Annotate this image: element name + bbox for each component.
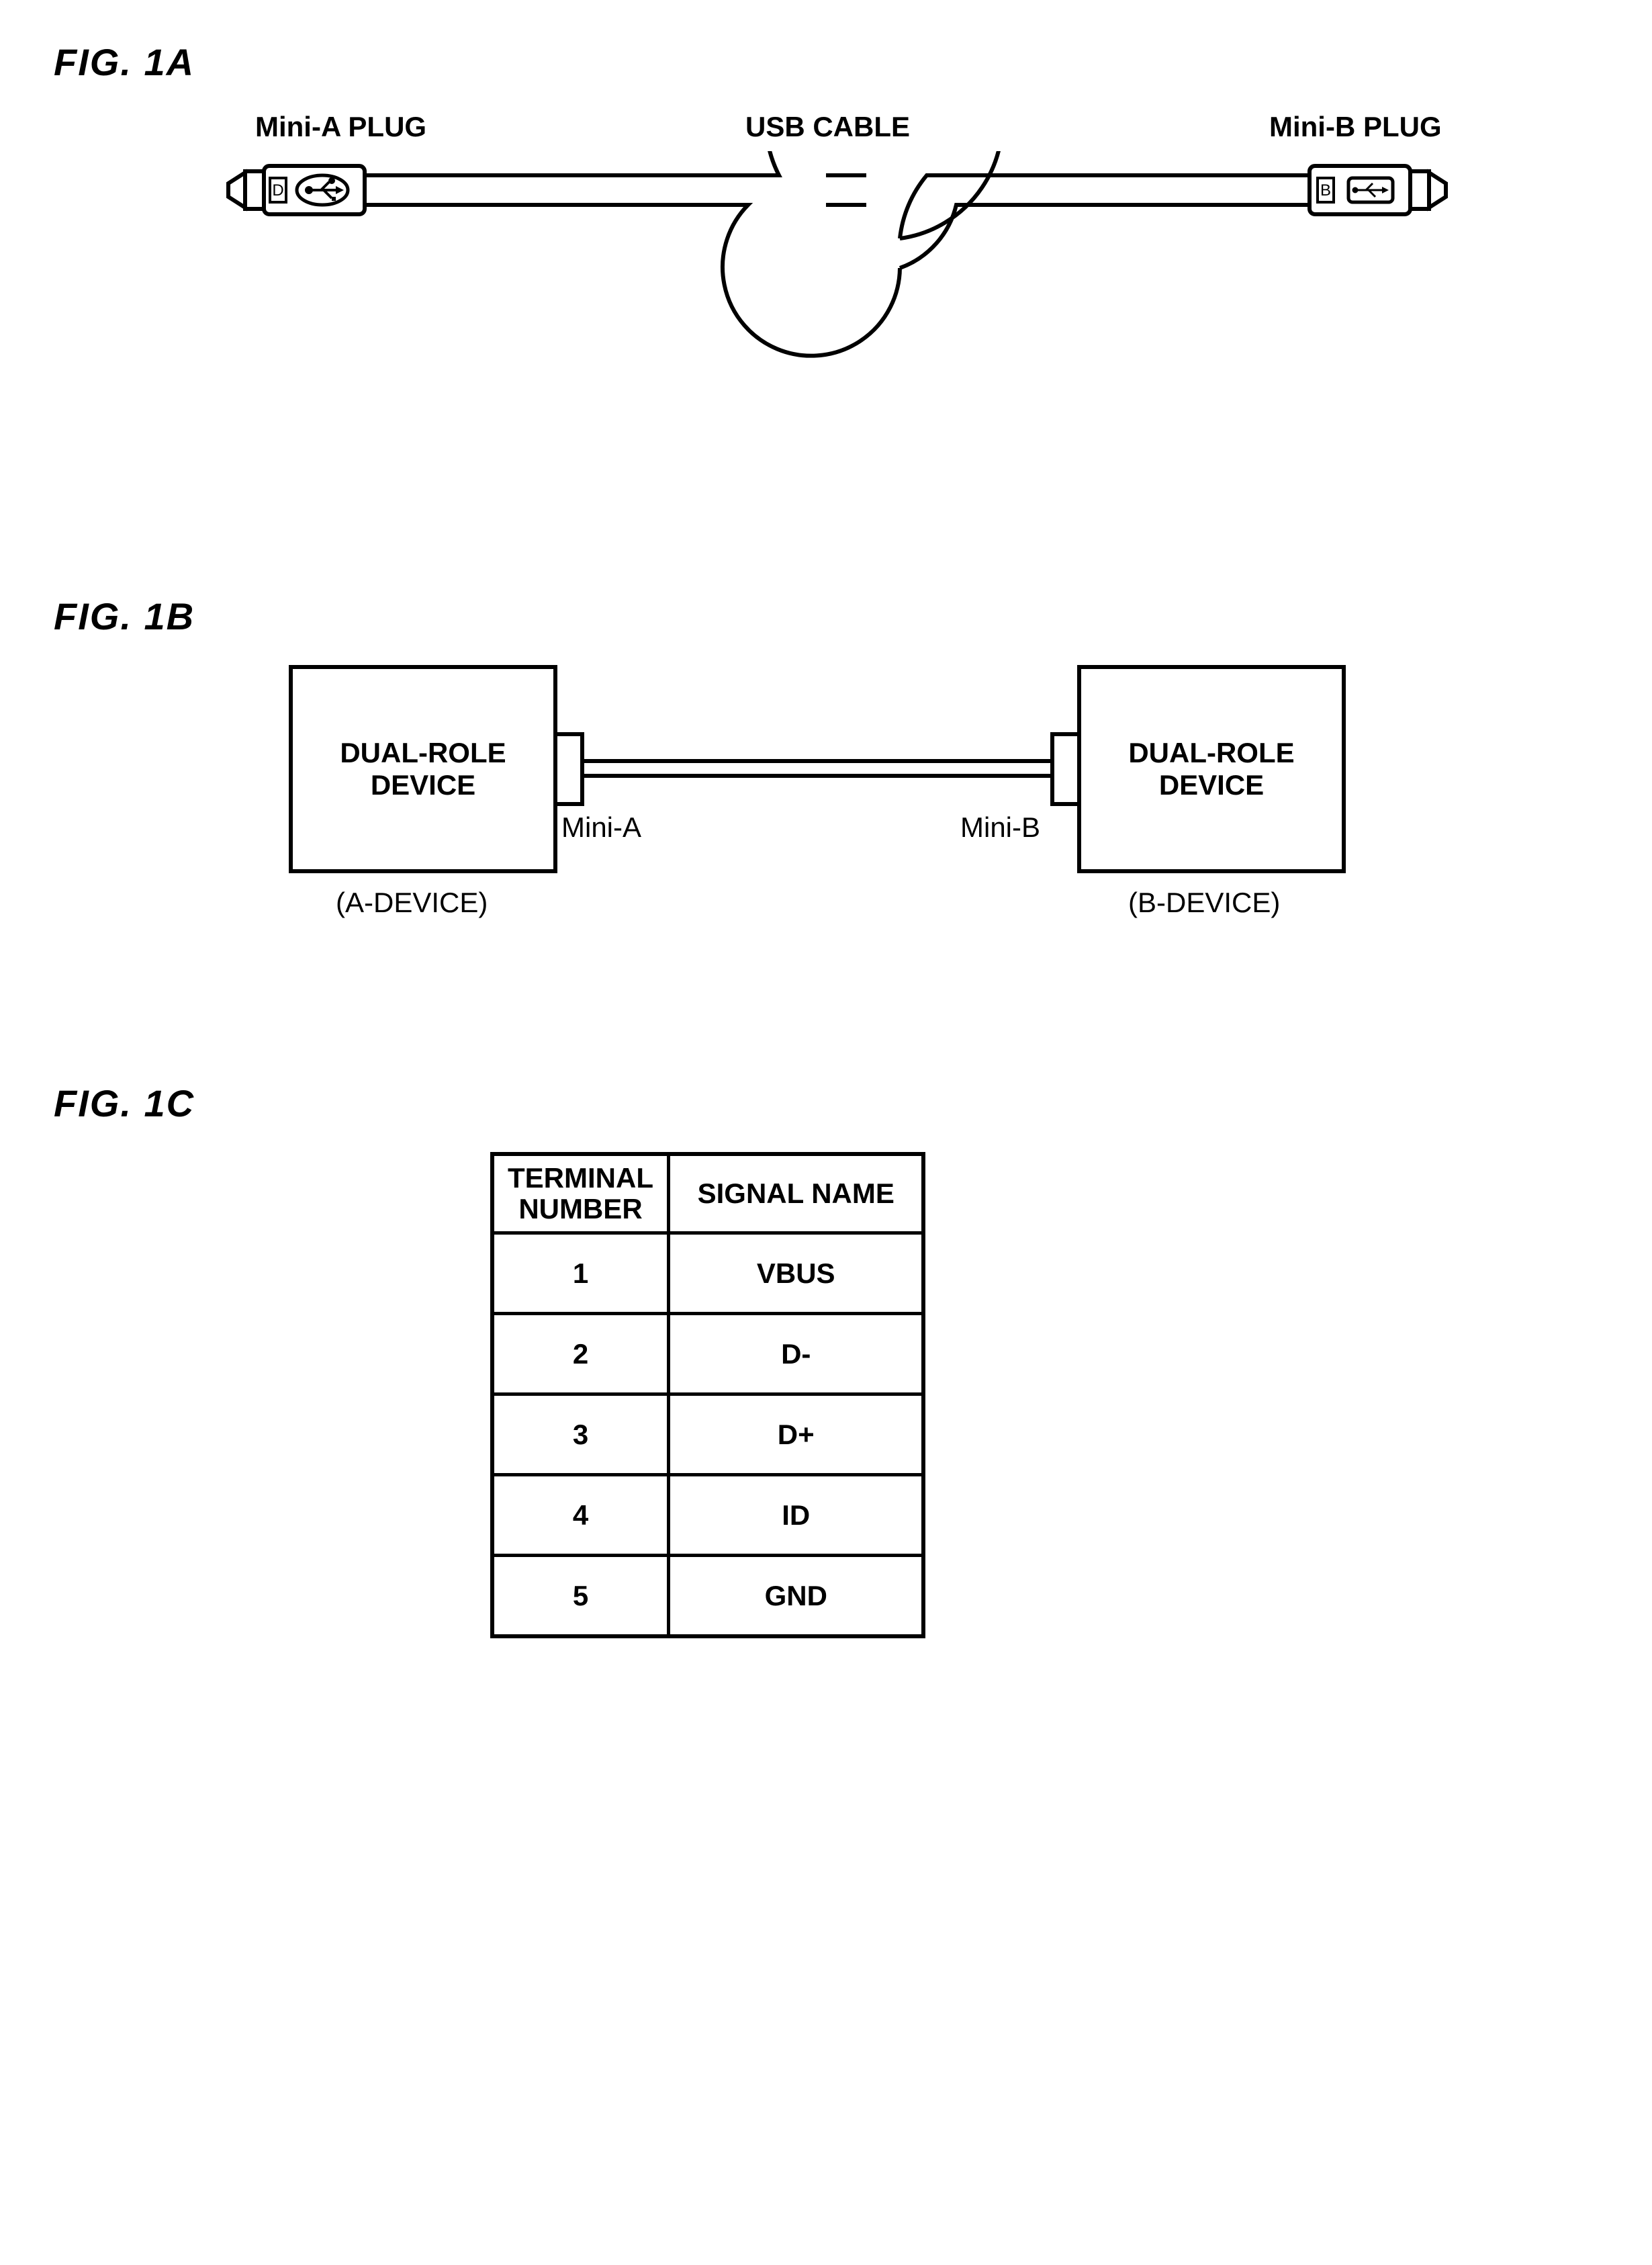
a-device-line1: DUAL-ROLE: [293, 737, 553, 769]
b-device-line2: DEVICE: [1081, 769, 1342, 801]
cable-between-devices: [584, 759, 1054, 778]
table-row: 4 ID: [492, 1475, 923, 1556]
cell-term-3: 3: [492, 1394, 668, 1475]
mini-a-plug: D: [228, 166, 365, 214]
table-row: 2 D-: [492, 1314, 923, 1394]
cell-term-1: 1: [492, 1233, 668, 1314]
figure-1c: FIG. 1C TERMINALNUMBER SIGNAL NAME 1 VBU…: [54, 1081, 1598, 1638]
figure-1a: FIG. 1A Mini-A PLUG USB CABLE Mini-B PLU…: [54, 40, 1598, 460]
table-header-row: TERMINALNUMBER SIGNAL NAME: [492, 1154, 923, 1233]
b-device-line1: DUAL-ROLE: [1081, 737, 1342, 769]
mini-a-port: [553, 732, 584, 806]
cell-term-4: 4: [492, 1475, 668, 1556]
fig1b-stage: DUAL-ROLE DEVICE (A-DEVICE) Mini-A Mini-…: [289, 665, 1498, 947]
fig1b-title: FIG. 1B: [54, 594, 1598, 638]
cell-sig-2: D-: [668, 1314, 923, 1394]
mini-b-plug: B: [1310, 166, 1446, 214]
figure-1b: FIG. 1B DUAL-ROLE DEVICE (A-DEVICE) Mini…: [54, 594, 1598, 947]
usb-cable-drawing: D: [222, 151, 1498, 460]
cell-term-5: 5: [492, 1556, 668, 1636]
fig1a-title: FIG. 1A: [54, 40, 1598, 84]
a-device-box: DUAL-ROLE DEVICE: [289, 665, 557, 873]
plug-left-letter: D: [272, 181, 283, 199]
fig1a-stage: Mini-A PLUG USB CABLE Mini-B PLUG D: [222, 111, 1498, 460]
cell-sig-4: ID: [668, 1475, 923, 1556]
plug-right-letter: B: [1320, 181, 1331, 199]
th-signal-name: SIGNAL NAME: [668, 1154, 923, 1233]
cable-path: [365, 151, 1310, 356]
cell-sig-3: D+: [668, 1394, 923, 1475]
mini-b-port-label: Mini-B: [960, 811, 1040, 844]
cell-sig-5: GND: [668, 1556, 923, 1636]
table-row: 1 VBUS: [492, 1233, 923, 1314]
fig1a-label-left: Mini-A PLUG: [255, 111, 426, 143]
a-device-line2: DEVICE: [293, 769, 553, 801]
table-body: 1 VBUS 2 D- 3 D+ 4 ID 5 GND: [492, 1233, 923, 1636]
b-device-sub: (B-DEVICE): [1128, 887, 1280, 919]
cell-term-2: 2: [492, 1314, 668, 1394]
a-device-sub: (A-DEVICE): [336, 887, 488, 919]
b-device-box: DUAL-ROLE DEVICE: [1077, 665, 1346, 873]
table-row: 5 GND: [492, 1556, 923, 1636]
mini-a-port-label: Mini-A: [561, 811, 641, 844]
fig1a-label-right: Mini-B PLUG: [1269, 111, 1442, 143]
th-terminal-number: TERMINALNUMBER: [492, 1154, 668, 1233]
terminal-table: TERMINALNUMBER SIGNAL NAME 1 VBUS 2 D-: [490, 1152, 925, 1638]
table-row: 3 D+: [492, 1394, 923, 1475]
cell-sig-1: VBUS: [668, 1233, 923, 1314]
fig1c-title: FIG. 1C: [54, 1081, 1598, 1125]
fig1a-label-center: USB CABLE: [745, 111, 910, 143]
